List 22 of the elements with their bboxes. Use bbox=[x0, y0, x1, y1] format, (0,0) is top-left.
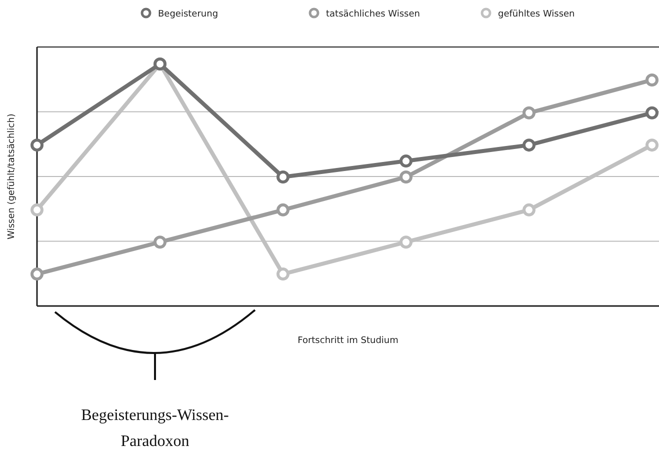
point bbox=[646, 106, 658, 120]
point bbox=[400, 154, 412, 168]
point bbox=[154, 236, 166, 249]
y-axis-title: Wissen (gefühlt/tatsächlich) bbox=[7, 114, 17, 240]
legend-label: gefühltes Wissen bbox=[498, 10, 575, 20]
point bbox=[400, 236, 412, 249]
point bbox=[522, 106, 536, 120]
legend-label: tatsächliches Wissen bbox=[326, 10, 420, 20]
point bbox=[30, 138, 44, 152]
point bbox=[30, 203, 44, 216]
point bbox=[276, 268, 290, 281]
point bbox=[646, 138, 658, 152]
point bbox=[30, 268, 44, 281]
text: Begeisterungs-Wissen-Paradoxon bbox=[81, 407, 229, 450]
point bbox=[646, 73, 658, 86]
point bbox=[276, 203, 290, 216]
point bbox=[522, 138, 536, 152]
point bbox=[400, 170, 412, 184]
legend-label: Begeisterung bbox=[158, 10, 218, 20]
point bbox=[522, 203, 536, 216]
x-axis-title: Fortschritt im Studium bbox=[298, 336, 398, 346]
point bbox=[276, 170, 290, 184]
